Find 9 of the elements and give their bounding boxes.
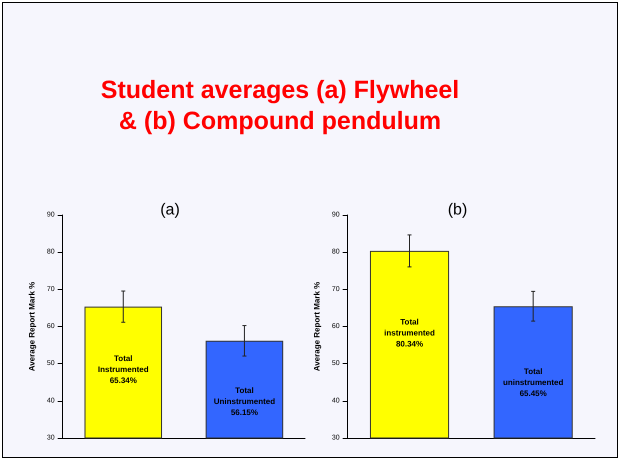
chart-title: (a) [160,202,180,218]
chart-title: (b) [448,202,468,218]
data-label: Total Instrumented 65.34% [98,354,149,385]
y-axis-title: Average Report Mark % [312,282,322,372]
y-axis-title: Average Report Mark % [28,282,36,372]
data-label: Total uninstrumented 65.45% [502,366,564,398]
text: Student averages (a) Flywheel & (b) Compound pendulum [100,75,460,137]
data-label: Total instrumented 80.34% [384,318,435,349]
data-label: Total Uninstrumented 56.15% [214,386,276,417]
